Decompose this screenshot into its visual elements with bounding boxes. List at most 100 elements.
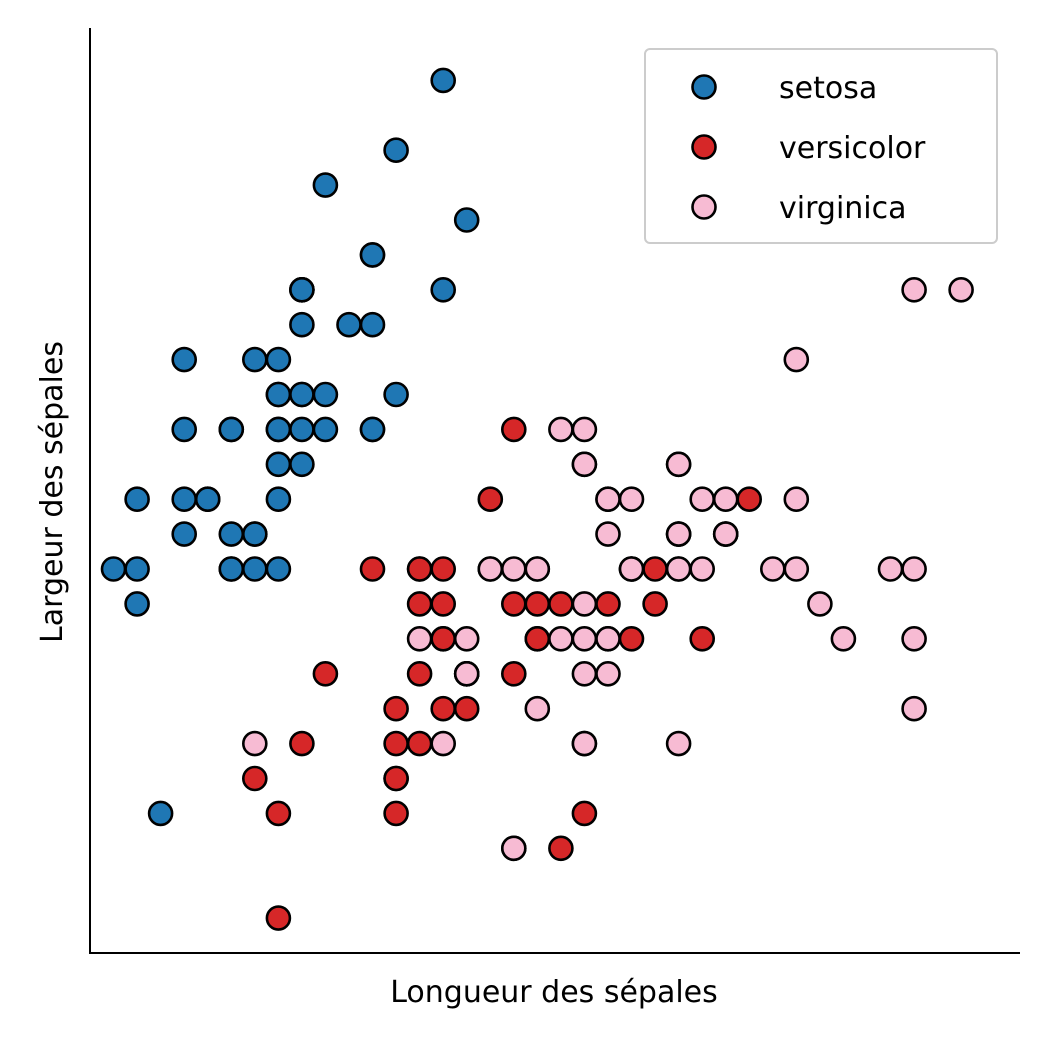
virginica-point-13 (430, 730, 457, 757)
setosa-point-29 (194, 486, 221, 513)
versicolor-point-34 (359, 556, 386, 582)
versicolor-point-18 (548, 835, 574, 862)
virginica-point-22 (901, 625, 927, 652)
series-virginica (242, 276, 974, 862)
virginica-point-36 (571, 416, 598, 443)
setosa-point-41 (147, 800, 174, 827)
virginica-point-8 (665, 730, 692, 757)
virginica-point-23 (571, 660, 598, 687)
setosa-point-17 (289, 381, 315, 408)
versicolor-point-25 (642, 556, 668, 582)
versicolor-point-42 (453, 695, 480, 722)
virginica-point-42 (453, 660, 480, 687)
setosa-point-36 (383, 381, 409, 408)
legend-label-virginica: virginica (779, 191, 907, 226)
virginica-point-14 (453, 625, 480, 652)
setosa-point-45 (218, 556, 245, 582)
setosa-point-8 (124, 591, 150, 617)
setosa-point-15 (430, 67, 457, 94)
setosa-point-37 (242, 346, 268, 373)
virginica-point-35 (901, 556, 927, 582)
virginica-point-25 (783, 486, 810, 513)
setosa-point-39 (289, 416, 315, 443)
versicolor-point-24 (595, 591, 621, 617)
setosa-point-42 (124, 486, 150, 513)
setosa-point-1 (242, 556, 268, 582)
setosa-point-49 (265, 451, 292, 478)
series-setosa (100, 67, 480, 827)
virginica-point-31 (948, 276, 974, 303)
versicolor-point-43 (265, 800, 292, 827)
legend-label-versicolor: versicolor (779, 131, 926, 166)
versicolor-point-9 (312, 660, 339, 687)
versicolor-point-44 (406, 660, 433, 687)
setosa-point-24 (218, 416, 245, 443)
versicolor-point-19 (406, 730, 433, 757)
versicolor-point-40 (383, 695, 409, 722)
setosa-point-34 (242, 521, 268, 547)
setosa-point-16 (359, 242, 386, 268)
virginica-point-17 (901, 276, 927, 303)
versicolor-point-14 (406, 591, 433, 617)
setosa-point-26 (265, 416, 292, 443)
virginica-point-7 (807, 591, 833, 617)
legend-frame (644, 48, 998, 244)
virginica-point-32 (595, 625, 621, 652)
virginica-point-2 (759, 556, 786, 582)
virginica-point-21 (406, 625, 433, 652)
setosa-point-3 (171, 521, 197, 547)
virginica-point-29 (783, 556, 810, 582)
versicolor-point-3 (383, 800, 409, 827)
versicolor-point-23 (524, 625, 551, 652)
virginica-point-44 (665, 451, 692, 478)
versicolor-point-31 (383, 765, 409, 792)
setosa-point-38 (124, 556, 150, 582)
setosa-point-18 (430, 276, 457, 303)
setosa-point-22 (171, 346, 197, 373)
virginica-point-10 (618, 486, 645, 513)
virginica-point-45 (665, 556, 692, 582)
setosa-point-31 (359, 416, 386, 443)
virginica-point-37 (595, 521, 621, 547)
legend-marker-setosa (691, 74, 717, 100)
legend-marker-versicolor (691, 134, 717, 160)
setosa-point-13 (100, 556, 127, 582)
versicolor-point-7 (242, 765, 268, 792)
virginica-point-49 (477, 556, 504, 582)
versicolor-point-48 (289, 730, 315, 757)
versicolor-point-28 (500, 591, 527, 617)
legend: setosa versicolor virginica (644, 48, 998, 244)
versicolor-point-39 (383, 730, 409, 757)
versicolor-point-29 (430, 695, 457, 722)
setosa-point-43 (265, 381, 292, 408)
versicolor-point-0 (736, 486, 763, 513)
setosa-point-4 (265, 346, 292, 373)
virginica-point-3 (571, 591, 598, 617)
virginica-point-48 (548, 416, 574, 443)
versicolor-point-49 (430, 625, 457, 652)
setosa-point-14 (453, 207, 480, 233)
versicolor-point-26 (689, 625, 716, 652)
virginica-point-15 (595, 486, 621, 513)
virginica-point-43 (689, 486, 716, 513)
virginica-point-18 (901, 695, 927, 722)
versicolor-point-45 (430, 556, 457, 582)
plot-area (100, 67, 974, 931)
setosa-point-27 (312, 381, 339, 408)
virginica-point-27 (524, 556, 551, 582)
setosa-point-35 (265, 486, 292, 513)
versicolor-point-10 (265, 905, 292, 931)
virginica-point-20 (712, 486, 739, 513)
setosa-point-25 (265, 556, 292, 582)
setosa-point-47 (171, 486, 197, 513)
virginica-point-40 (665, 521, 692, 547)
virginica-point-19 (500, 835, 527, 862)
setosa-point-23 (289, 451, 315, 478)
versicolor-point-47 (548, 591, 574, 617)
x-axis-title: Longueur des sépales (390, 975, 718, 1010)
setosa-point-28 (312, 416, 339, 443)
virginica-point-0 (571, 451, 598, 478)
virginica-point-30 (830, 625, 857, 652)
versicolor-point-20 (477, 486, 504, 513)
